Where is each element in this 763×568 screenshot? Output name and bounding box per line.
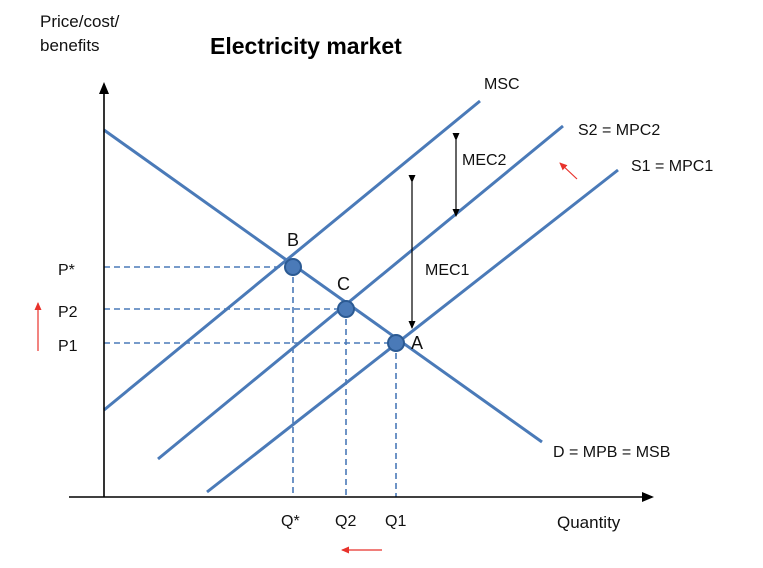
supply-shift-arrow xyxy=(559,162,578,180)
s2-curve xyxy=(157,124,564,461)
point-b xyxy=(284,258,302,276)
msc-label: MSC xyxy=(484,76,520,93)
point-a xyxy=(387,334,405,352)
mec1-label: MEC1 xyxy=(425,262,470,279)
s1-curve xyxy=(206,168,619,494)
curves xyxy=(103,99,619,494)
p2-label: P2 xyxy=(58,304,78,321)
s1-label: S1 = MPC1 xyxy=(631,158,713,175)
q-star-label: Q* xyxy=(281,513,300,530)
demand-curve xyxy=(103,128,543,444)
y-axis-label-line2: benefits xyxy=(40,36,100,55)
q1-label: Q1 xyxy=(385,513,406,530)
point-a-label: A xyxy=(411,333,423,353)
x-axis-label: Quantity xyxy=(557,513,621,532)
point-b-label: B xyxy=(287,230,299,250)
point-c-label: C xyxy=(337,274,350,294)
msc-curve xyxy=(103,99,481,412)
chart-title: Electricity market xyxy=(210,33,402,59)
mec2-label: MEC2 xyxy=(462,152,507,169)
p-star-label: P* xyxy=(58,262,75,279)
q2-label: Q2 xyxy=(335,513,356,530)
point-c xyxy=(337,300,355,318)
y-axis-label-line1: Price/cost/ xyxy=(40,12,120,31)
s2-label: S2 = MPC2 xyxy=(578,122,660,139)
p1-label: P1 xyxy=(58,338,78,355)
demand-label: D = MPB = MSB xyxy=(553,444,670,461)
